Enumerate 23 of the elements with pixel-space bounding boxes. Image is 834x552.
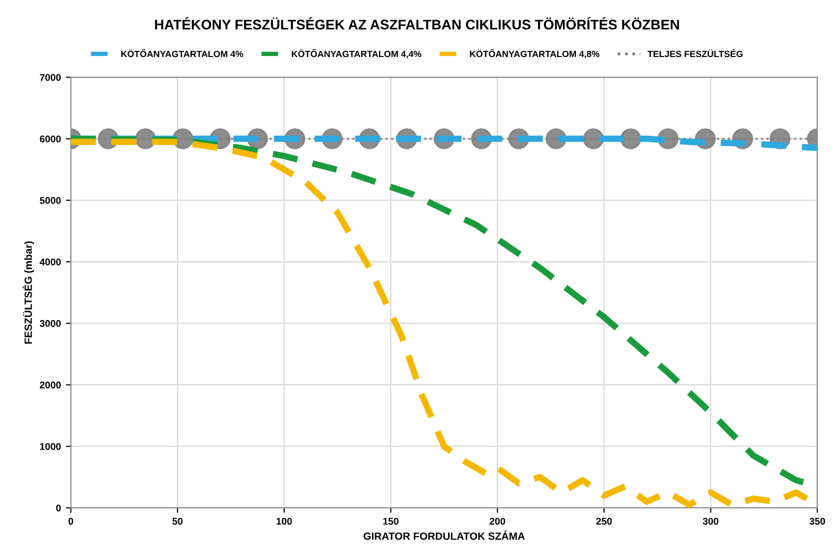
legend-label: KÖTŐANYAGTARTALOM 4,8% [470,49,600,58]
y-tick-label: 3000 [40,320,61,327]
y-tick-label: 1000 [40,443,61,450]
legend-label: TELJES FESZÜLTSÉG [648,49,743,58]
y-tick-label: 2000 [40,382,61,388]
x-tick-label: 250 [596,518,612,525]
y-tick-label: 5000 [40,197,61,204]
x-tick-label: 150 [383,518,398,525]
x-tick-label: 50 [172,518,183,525]
y-tick-label: 7000 [40,74,61,81]
y-tick-label: 6000 [40,136,61,142]
x-axis-title: GIRATOR FORDULATOK SZÁMA [364,530,525,540]
x-tick-label: 0 [68,518,74,525]
x-tick-label: 200 [490,518,506,525]
y-tick-label: 0 [56,504,61,512]
x-tick-label: 100 [276,518,292,525]
legend-label: KÖTŐANYAGTARTALOM 4% [121,49,244,58]
chart-title: HATÉKONY FESZÜLTSÉGEK AZ ASZFALTBAN CIKLIKUS TÖMÖRÍTÉS KÖZBEN [155,17,679,30]
x-tick-label: 300 [702,518,718,525]
y-axis-title: FESZÜLTSÉG (mbar) [22,241,34,344]
x-tick-label: 350 [809,518,826,525]
y-tick-label: 4000 [40,258,61,266]
legend-label: KÖTŐANYAGTARTALOM 4,4% [292,49,422,58]
